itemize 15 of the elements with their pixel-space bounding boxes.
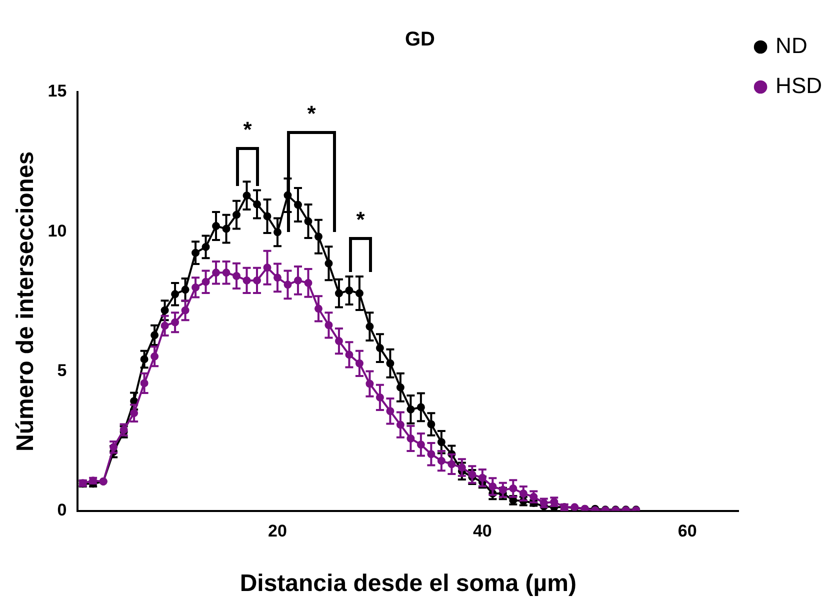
- y-tick-label: 5: [57, 360, 67, 380]
- annotation: *: [306, 101, 317, 126]
- legend-label: ND: [776, 33, 808, 58]
- x-axis-title: Distancia desde el soma (µm): [240, 570, 576, 598]
- chart-title: GD: [405, 28, 435, 51]
- y-tick-label: 15: [48, 82, 67, 101]
- y-tick-label: 10: [48, 221, 67, 240]
- y-tick-label: 0: [57, 500, 67, 520]
- x-tick-label: 60: [678, 522, 697, 541]
- annotation: *: [355, 207, 366, 232]
- y-axis-title: Número de intersecciones: [12, 151, 40, 452]
- x-tick-label: 20: [268, 522, 287, 541]
- x-tick-label: 40: [472, 522, 492, 541]
- legend-label: HSD: [776, 73, 822, 98]
- annotation: *: [242, 117, 253, 142]
